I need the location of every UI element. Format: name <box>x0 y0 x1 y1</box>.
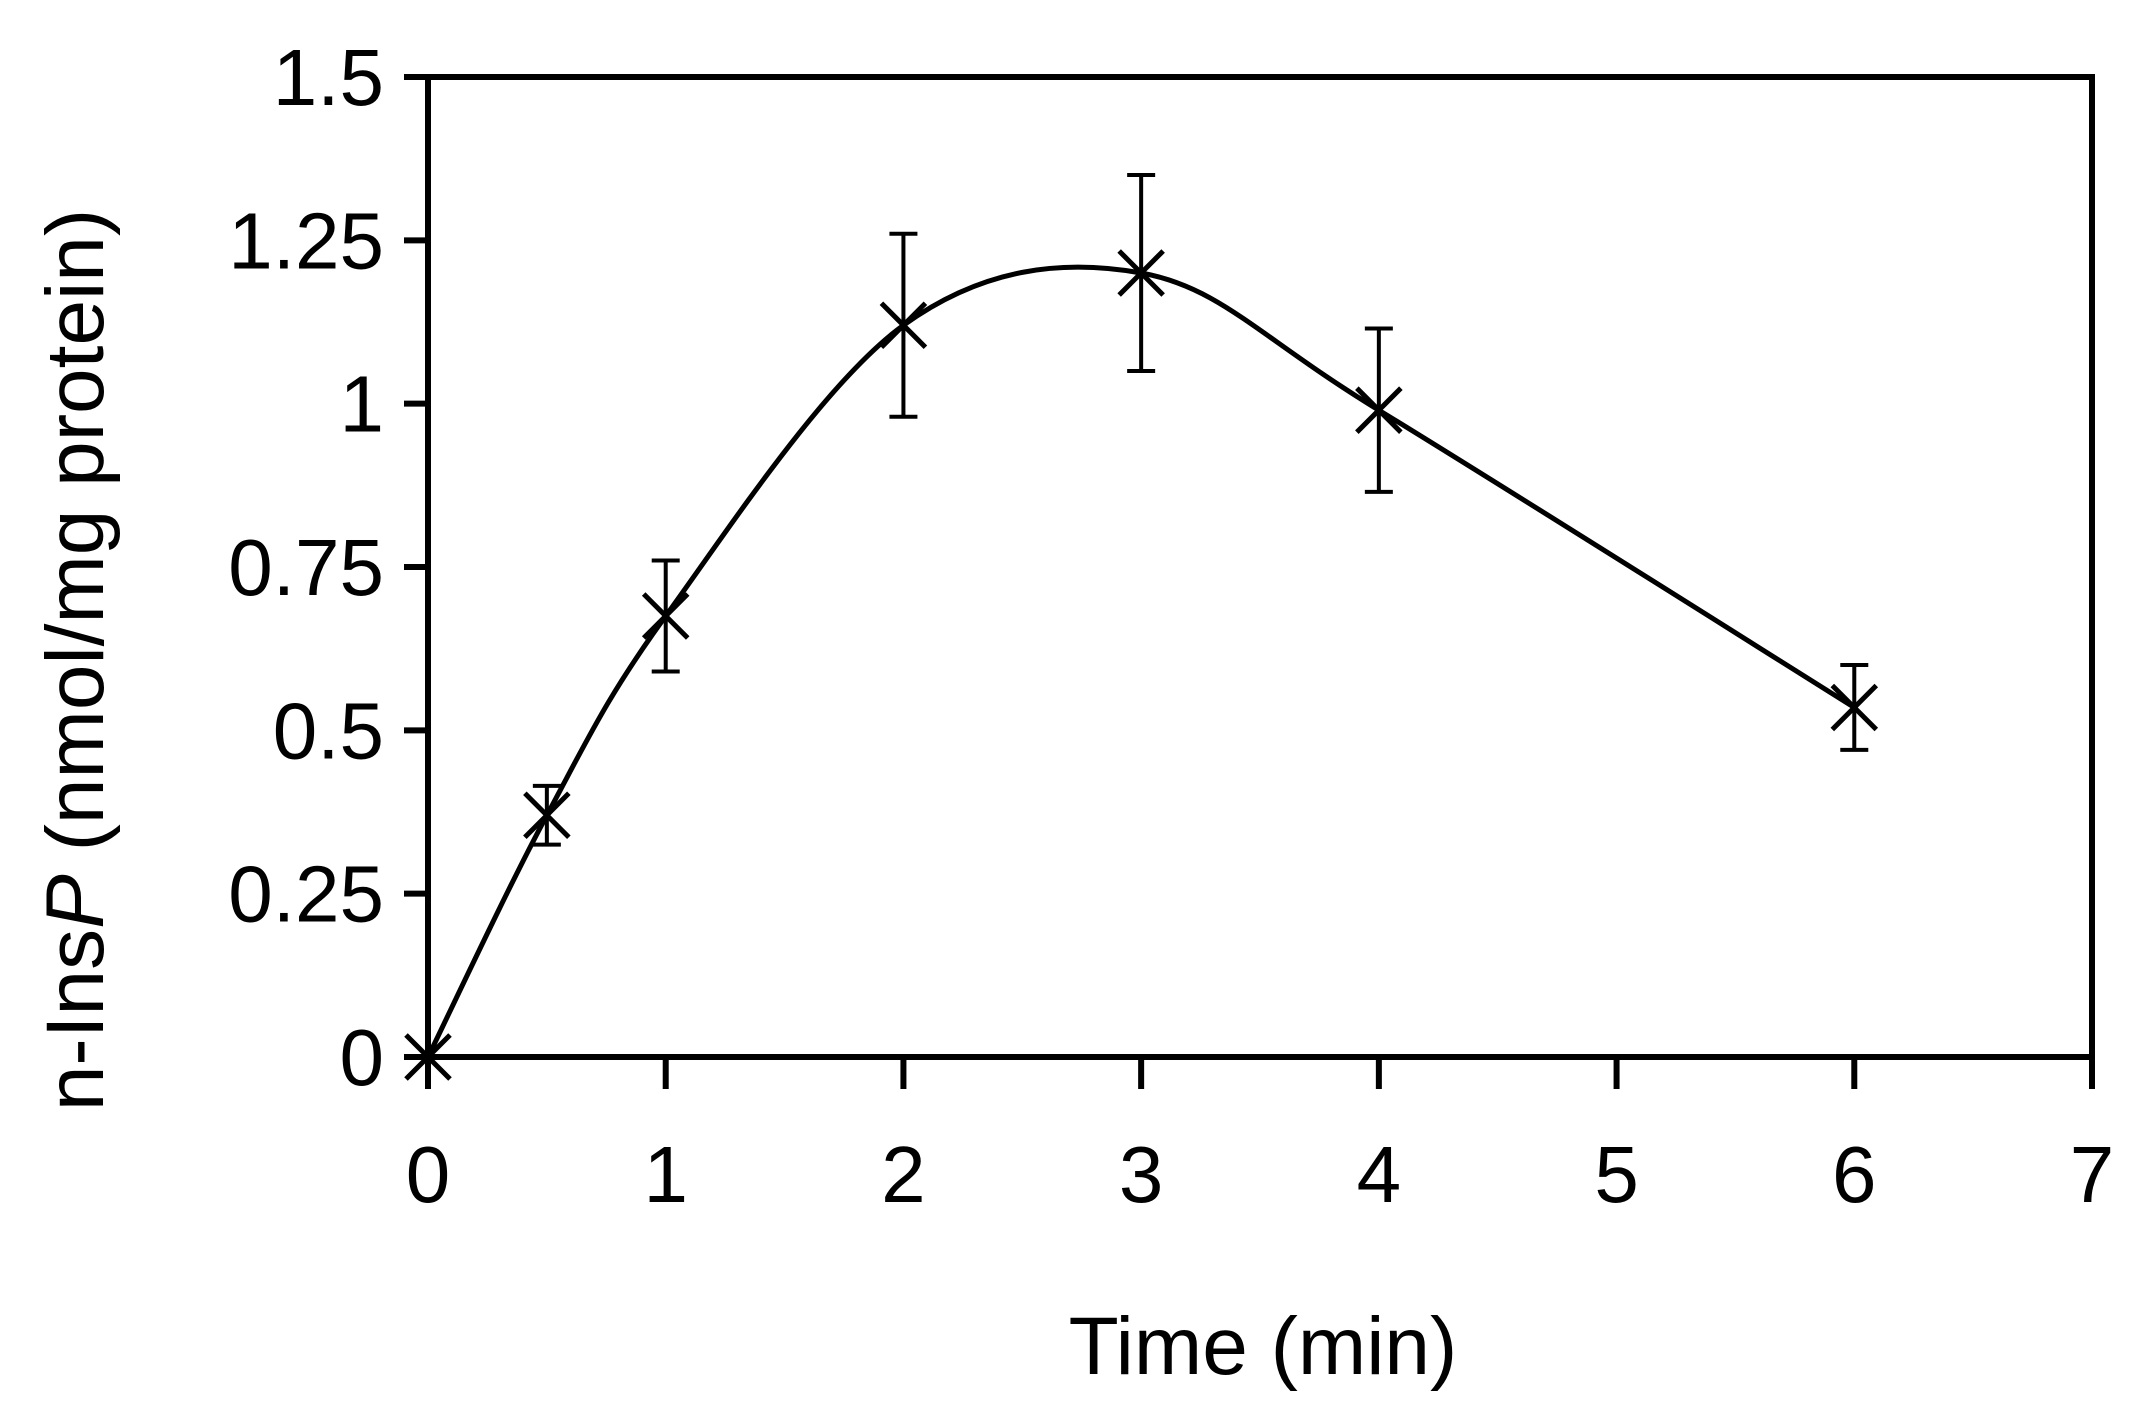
x-tick-label: 1 <box>643 1130 688 1219</box>
data-point-marker <box>404 1033 452 1081</box>
marker-stroke <box>641 592 690 640</box>
y-axis-title-suffix: (nmol/mg protein) <box>30 209 121 874</box>
y-tick-label: 0.75 <box>228 523 384 612</box>
marker-stroke <box>879 301 928 350</box>
y-tick-label: 0.5 <box>273 686 384 775</box>
x-tick-label: 3 <box>1119 1130 1164 1219</box>
y-tick-label: 1.5 <box>273 33 384 122</box>
y-axis-title: n-InsP (nmol/mg protein) <box>30 209 121 1111</box>
y-tick-label: 1 <box>340 360 385 449</box>
y-axis-title-italic: P <box>30 874 121 929</box>
data-point-marker <box>1355 386 1403 434</box>
marker-stroke <box>1830 683 1879 732</box>
x-tick-label: 4 <box>1357 1130 1402 1219</box>
data-point-marker <box>1117 249 1165 297</box>
marker-stroke <box>404 1033 452 1081</box>
data-point-marker <box>523 791 571 840</box>
plot-frame <box>425 74 2095 1060</box>
data-point-marker <box>879 301 928 350</box>
x-tick-label: 6 <box>1832 1130 1877 1219</box>
axes: 0 0.25 0.5 0.75 1 1.25 1.5 0 1 2 3 4 5 6 7 <box>228 33 2114 1219</box>
series-line <box>425 264 1856 1059</box>
y-axis-title-prefix: n-Ins <box>30 929 121 1111</box>
marker-stroke <box>523 791 571 840</box>
x-tick-label: 0 <box>406 1130 451 1219</box>
y-tick-label: 1.25 <box>228 196 384 285</box>
marker-stroke <box>1355 386 1403 434</box>
marker-stroke <box>1117 249 1165 297</box>
x-tick-label: 7 <box>2070 1130 2115 1219</box>
x-tick-label: 5 <box>1594 1130 1639 1219</box>
data-point-marker <box>641 592 690 640</box>
data-layer <box>404 173 1879 1081</box>
data-point-marker <box>1830 683 1879 732</box>
x-axis-title: Time (min) <box>1069 1301 1458 1392</box>
y-tick-label: 0 <box>340 1013 385 1102</box>
y-tick-label: 0.25 <box>228 850 384 939</box>
x-tick-label: 2 <box>881 1130 926 1219</box>
